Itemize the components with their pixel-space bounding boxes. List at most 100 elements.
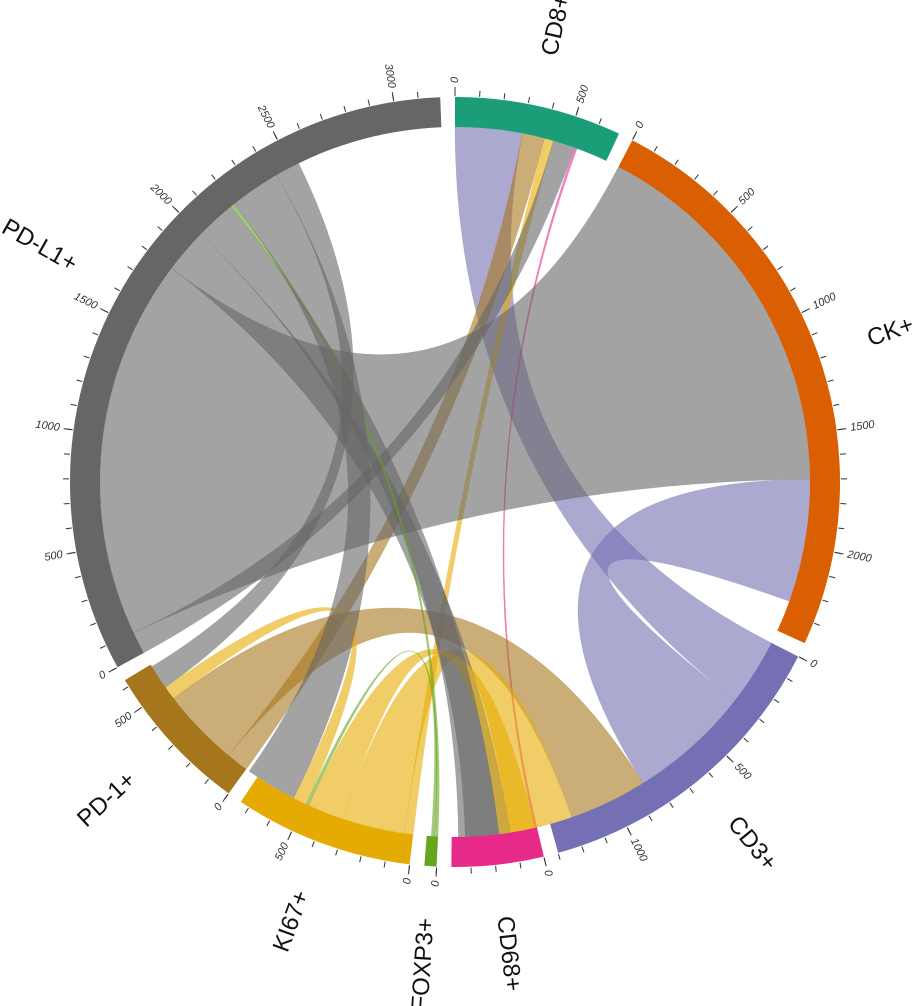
tick-label: 500 <box>273 840 292 863</box>
tick <box>172 205 180 213</box>
segment-arc <box>618 140 840 644</box>
tick-label: 2500 <box>254 102 277 131</box>
minor-tick <box>127 266 133 271</box>
minor-tick <box>244 807 249 814</box>
segment-label: CD3+ <box>722 811 782 876</box>
minor-tick <box>92 332 99 336</box>
minor-tick <box>786 678 793 682</box>
tick <box>66 551 76 555</box>
minor-tick <box>141 245 148 251</box>
tick <box>108 667 117 673</box>
tick-label: 500 <box>574 83 591 105</box>
minor-tick <box>527 97 531 104</box>
tick-label: 0 <box>212 800 226 813</box>
minor-tick <box>89 622 96 626</box>
tick-label: 1500 <box>72 291 100 313</box>
minor-tick <box>822 599 829 603</box>
tick <box>391 91 395 101</box>
tick-label: 0 <box>808 657 820 671</box>
tick-label: 1500 <box>850 419 877 434</box>
minor-tick <box>383 861 386 868</box>
segment-arc <box>70 97 442 668</box>
segment-label: CD68+ <box>491 915 526 993</box>
segment-arc <box>424 835 439 867</box>
minor-tick <box>311 841 315 848</box>
tick-label: 1000 <box>811 290 839 312</box>
minor-tick <box>551 102 555 109</box>
minor-tick <box>70 403 77 407</box>
segment-label: PD-1+ <box>72 766 141 832</box>
tick <box>834 551 844 555</box>
tick-label: 500 <box>732 761 754 783</box>
chords <box>99 126 811 838</box>
minor-tick <box>713 190 718 196</box>
tick-label: 500 <box>736 185 758 207</box>
minor-tick <box>689 788 694 794</box>
minor-tick <box>204 778 210 785</box>
minor-tick <box>581 846 585 853</box>
tick <box>801 308 811 313</box>
tick <box>407 865 411 875</box>
tick-label: 500 <box>113 709 136 730</box>
minor-tick <box>319 113 323 120</box>
minor-tick <box>747 226 753 231</box>
minor-tick <box>335 849 338 856</box>
tick <box>798 656 808 662</box>
minor-tick <box>557 853 561 860</box>
tick <box>63 428 73 431</box>
minor-tick <box>669 802 674 808</box>
minor-tick <box>648 815 653 822</box>
tick-label: 0 <box>97 668 109 682</box>
minor-tick <box>157 226 163 231</box>
segment-label: CK+ <box>864 311 918 352</box>
tick <box>726 755 734 763</box>
tick-label: 3000 <box>382 63 398 90</box>
minor-tick <box>74 575 81 579</box>
minor-tick <box>65 527 72 530</box>
tick-label: 0 <box>541 869 554 879</box>
tick <box>222 793 229 802</box>
minor-tick <box>820 355 827 359</box>
tick-label: 500 <box>44 549 65 564</box>
minor-tick <box>694 174 699 180</box>
minor-tick <box>367 99 370 106</box>
minor-tick <box>151 726 157 732</box>
minor-tick <box>266 820 271 827</box>
minor-tick <box>604 837 608 844</box>
minor-tick <box>252 145 257 152</box>
segment-label: PD-L1+ <box>0 214 82 278</box>
tick-label: 1000 <box>35 419 62 434</box>
tick <box>626 827 632 836</box>
tick <box>575 106 580 116</box>
minor-tick <box>653 145 658 152</box>
minor-tick <box>838 527 845 530</box>
minor-tick <box>185 762 191 768</box>
minor-tick <box>114 287 120 292</box>
minor-tick <box>343 105 347 112</box>
segment-arc <box>455 97 620 161</box>
minor-tick <box>814 622 821 626</box>
tick-label: 1000 <box>628 836 650 864</box>
segment-arc <box>550 642 799 853</box>
minor-tick <box>192 190 197 196</box>
tick-label: 2000 <box>845 549 873 566</box>
minor-tick <box>773 698 780 704</box>
tick <box>837 428 847 431</box>
tick-label: 2000 <box>147 181 174 208</box>
tick-label: 0 <box>401 877 414 885</box>
minor-tick <box>83 355 90 359</box>
tick-label: 0 <box>449 76 461 83</box>
minor-tick <box>833 403 840 407</box>
tick <box>134 706 142 714</box>
tick <box>730 205 738 213</box>
minor-tick <box>503 93 506 100</box>
segment-label: KI67+ <box>268 887 315 956</box>
minor-tick <box>674 159 679 166</box>
minor-tick <box>122 686 129 691</box>
minor-tick <box>777 266 783 271</box>
minor-tick <box>296 123 300 129</box>
segment-label: FOXP3+ <box>407 917 440 1006</box>
minor-tick <box>168 745 174 750</box>
minor-tick <box>99 645 106 649</box>
minor-tick <box>827 379 834 383</box>
